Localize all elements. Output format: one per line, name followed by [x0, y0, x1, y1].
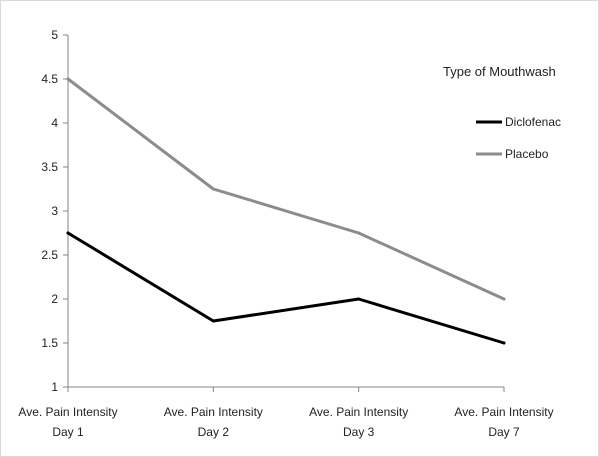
legend-title: Type of Mouthwash: [443, 64, 556, 79]
y-tick-label: 3: [51, 204, 58, 218]
data-point-diclofenac: [211, 319, 215, 323]
y-tick-label: 5: [51, 28, 58, 42]
data-point-placebo: [502, 297, 506, 301]
data-point-placebo: [66, 77, 70, 81]
y-axis: 1 1.5 2 2.5 3 3.5 4 4.5 5: [41, 28, 69, 394]
data-point-diclofenac: [357, 297, 361, 301]
x-tick-label-line: Day 1: [52, 425, 84, 439]
y-tick-label: 2: [51, 292, 58, 306]
x-tick-label: Ave. Pain Intensity Day 1: [18, 405, 117, 439]
legend: Type of Mouthwash Diclofenac Placebo: [443, 64, 561, 161]
y-tick-label: 4: [51, 116, 58, 130]
x-tick-label-line: Day 2: [198, 425, 230, 439]
y-tick-label: 3.5: [41, 160, 58, 174]
x-tick-label: Ave. Pain Intensity Day 7: [454, 405, 553, 439]
x-tick-label-line: Day 7: [488, 425, 520, 439]
legend-label-placebo: Placebo: [505, 147, 549, 161]
data-point-diclofenac: [502, 341, 506, 345]
x-tick-label-line: Ave. Pain Intensity: [164, 405, 263, 419]
series-line-placebo: [66, 77, 506, 301]
y-tick-label: 4.5: [41, 72, 58, 86]
x-tick-label: Ave. Pain Intensity Day 3: [309, 405, 408, 439]
x-tick-label-line: Ave. Pain Intensity: [454, 405, 553, 419]
x-tick-label-line: Ave. Pain Intensity: [18, 405, 117, 419]
data-point-placebo: [211, 187, 215, 191]
legend-label-diclofenac: Diclofenac: [505, 115, 561, 129]
x-tick-label-line: Day 3: [343, 425, 375, 439]
series-lines: [66, 77, 506, 345]
y-tick-label: 1: [51, 380, 58, 394]
data-point-placebo: [357, 231, 361, 235]
y-tick-label: 2.5: [41, 248, 58, 262]
y-tick-label: 1.5: [41, 336, 58, 350]
series-line-diclofenac: [66, 231, 506, 345]
x-tick-label: Ave. Pain Intensity Day 2: [164, 405, 263, 439]
data-point-diclofenac: [66, 231, 70, 235]
x-tick-label-line: Ave. Pain Intensity: [309, 405, 408, 419]
